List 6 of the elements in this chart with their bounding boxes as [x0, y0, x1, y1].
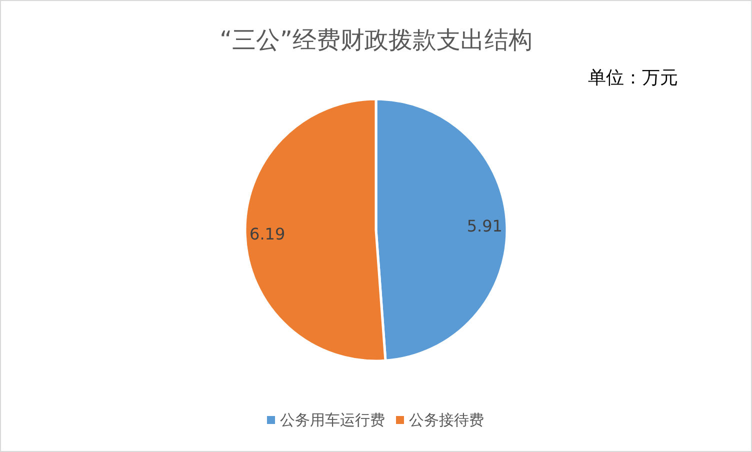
legend-label: 公务用车运行费 — [280, 411, 385, 429]
data-label: 5.91 — [466, 216, 502, 236]
legend-label: 公务接待费 — [409, 411, 484, 429]
text: 单位：万元 — [588, 68, 678, 88]
data-label: 6.19 — [250, 224, 286, 244]
chart-title: “三公”经费财政拨款支出结构 — [220, 26, 532, 54]
